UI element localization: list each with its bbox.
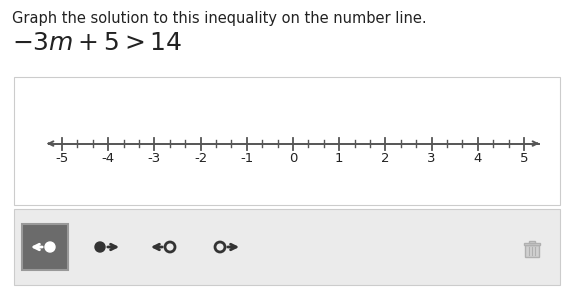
Bar (14, 77, 560, 205)
Text: -1: -1 (240, 151, 254, 165)
Text: 5: 5 (519, 151, 528, 165)
Bar (529, 241, 535, 243)
Text: -2: -2 (194, 151, 207, 165)
Bar (525, 245, 539, 257)
Text: 2: 2 (381, 151, 390, 165)
Text: 1: 1 (335, 151, 343, 165)
Circle shape (95, 242, 105, 252)
Text: -5: -5 (55, 151, 69, 165)
Circle shape (45, 242, 55, 252)
Bar (14, 209, 560, 285)
Text: 0: 0 (289, 151, 297, 165)
Text: -3: -3 (148, 151, 161, 165)
Text: Graph the solution to this inequality on the number line.: Graph the solution to this inequality on… (12, 11, 426, 26)
Bar (524, 243, 540, 245)
Text: 4: 4 (474, 151, 482, 165)
Text: 3: 3 (428, 151, 436, 165)
Text: -4: -4 (102, 151, 115, 165)
Bar (22, 224, 68, 270)
Text: $-3m + 5 > 14$: $-3m + 5 > 14$ (12, 31, 183, 55)
